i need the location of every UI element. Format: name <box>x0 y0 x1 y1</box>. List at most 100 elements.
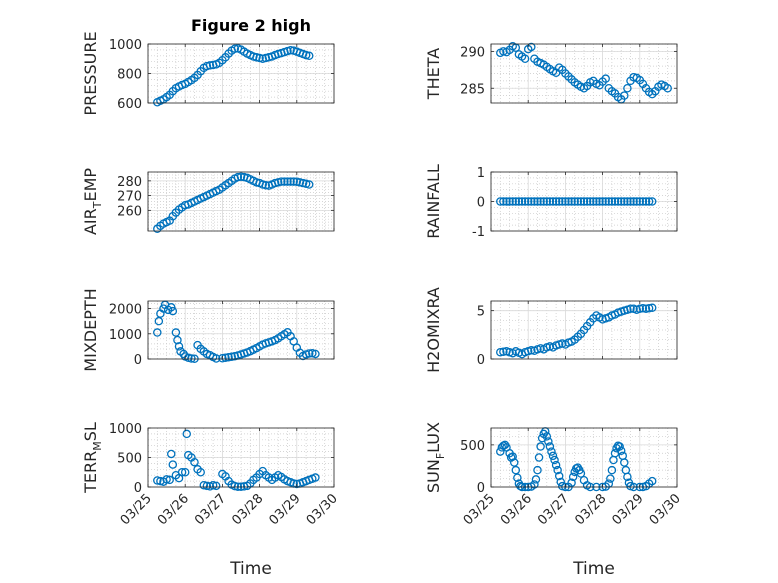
data-point <box>221 353 230 362</box>
y-tick-label: -1 <box>472 225 485 240</box>
data-point <box>551 197 561 206</box>
data-point <box>620 91 629 100</box>
data-point <box>187 354 196 363</box>
axes-box <box>490 300 678 360</box>
data-point <box>224 352 233 362</box>
data-point <box>556 477 566 487</box>
data-point <box>530 480 539 489</box>
data-point <box>647 476 657 486</box>
data-point <box>205 61 215 70</box>
data-point <box>554 197 564 206</box>
data-series <box>496 303 657 359</box>
data-point <box>166 449 176 459</box>
data-point <box>601 74 610 83</box>
data-point <box>536 197 545 206</box>
major-grid <box>490 428 678 488</box>
data-point <box>542 432 552 441</box>
data-point <box>623 197 632 206</box>
y-tick-label: 800 <box>117 68 142 83</box>
data-point <box>568 472 578 482</box>
data-point <box>545 197 555 206</box>
data-point <box>595 197 604 206</box>
data-point <box>289 177 298 186</box>
data-point <box>533 465 542 475</box>
x-tick-label: 03/26 <box>498 491 535 528</box>
data-point <box>286 177 295 186</box>
subplot-sun-flux: 0 500 SUNFLUX 03/25 03/26 03/27 03/28 03/29 03/3… <box>424 422 684 528</box>
data-point <box>550 455 559 465</box>
tick-marks <box>147 172 335 231</box>
data-point <box>304 180 314 189</box>
data-point <box>496 347 505 357</box>
y-axis-label: TERRMSL <box>81 422 104 494</box>
x-tick-label: 03/25 <box>461 491 498 528</box>
data-point <box>610 197 620 206</box>
data-point <box>199 480 209 490</box>
data-point <box>573 197 583 206</box>
data-point <box>511 197 521 206</box>
data-point <box>513 473 522 482</box>
y-axis-label: AIRTEMP <box>81 168 104 235</box>
x-tick-label: 03/27 <box>192 491 229 528</box>
data-point <box>626 197 635 206</box>
data-point <box>509 458 519 467</box>
data-point <box>502 197 511 206</box>
data-point <box>579 197 589 206</box>
data-point <box>531 475 541 484</box>
data-point <box>520 197 530 206</box>
data-point <box>638 197 648 206</box>
data-point <box>635 197 645 206</box>
x-tick-label: 03/30 <box>304 491 341 528</box>
subplot-terr-msl: 0 500 1000 TERRMSL 03/25 03/26 03/27 03/28 03/29… <box>81 422 341 528</box>
data-point <box>567 197 576 206</box>
subplot-mixdepth: 0 1000 2000 MIXDEPTH <box>81 288 335 372</box>
axes-box <box>490 43 678 104</box>
data-point <box>162 475 171 484</box>
data-point <box>564 197 573 206</box>
data-point <box>227 352 236 361</box>
data-point <box>180 467 190 477</box>
data-point <box>592 197 601 206</box>
data-point <box>551 460 561 470</box>
subplot-rainfall: -1 0 1 RAINFALL <box>424 164 678 240</box>
data-point <box>644 303 654 313</box>
data-point <box>626 304 635 313</box>
data-point <box>663 84 672 93</box>
x-tick-label: 03/27 <box>535 491 572 528</box>
x-axis-label-left: Time <box>229 559 272 579</box>
tick-marks <box>490 44 678 103</box>
y-axis-label: MIXDEPTH <box>81 288 100 371</box>
data-point <box>499 197 508 206</box>
x-tick-label: 03/25 <box>118 491 155 528</box>
data-point <box>537 433 547 443</box>
y-tick-label: 285 <box>460 82 485 97</box>
data-point <box>548 197 558 206</box>
data-point <box>527 42 536 52</box>
y-tick-label: 0 <box>477 196 485 211</box>
data-point <box>606 474 615 483</box>
data-point <box>508 197 517 206</box>
data-point <box>607 465 617 475</box>
data-point <box>511 465 521 475</box>
data-point <box>230 481 240 491</box>
data-point <box>534 453 544 462</box>
tick-marks <box>147 43 335 104</box>
data-point <box>165 475 174 485</box>
data-point <box>635 304 645 313</box>
data-point <box>517 197 527 206</box>
data-point <box>616 446 626 456</box>
data-point <box>582 197 592 206</box>
y-tick-label: 1 <box>477 166 485 181</box>
data-point <box>615 442 624 451</box>
tick-marks <box>147 301 335 360</box>
y-axis-label: SUNFLUX <box>424 422 447 493</box>
data-point <box>171 328 181 337</box>
data-point <box>570 197 579 206</box>
data-point <box>539 197 548 206</box>
data-point <box>641 304 651 313</box>
data-point <box>638 303 648 313</box>
data-point <box>286 45 295 55</box>
data-point <box>174 342 184 351</box>
data-point <box>523 197 533 206</box>
y-tick-label: 1000 <box>109 38 142 53</box>
